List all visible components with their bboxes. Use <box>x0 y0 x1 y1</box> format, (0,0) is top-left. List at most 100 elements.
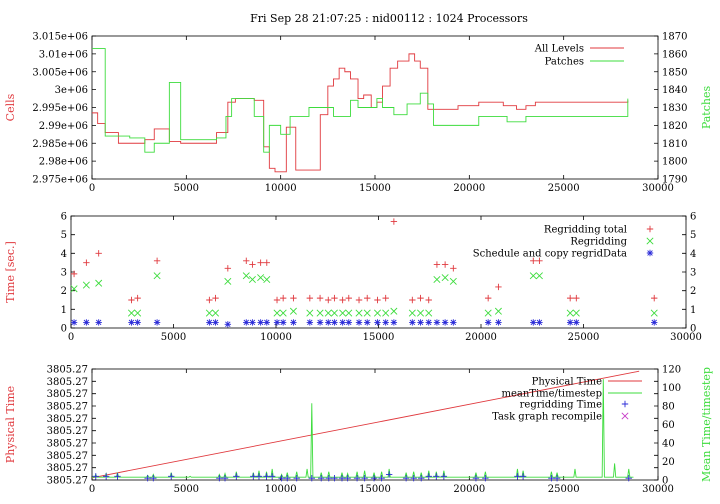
data-point <box>70 319 78 326</box>
legend-marker <box>646 225 654 233</box>
data-point <box>279 319 287 326</box>
data-point <box>382 294 389 302</box>
x-tick-label: 20000 <box>453 484 485 495</box>
data-point <box>279 294 287 302</box>
regrid-time-point <box>168 473 175 480</box>
y-tick-label: 3805.27 <box>47 463 88 474</box>
data-point <box>449 277 457 285</box>
data-point <box>212 294 219 302</box>
regrid-time-point <box>402 474 410 482</box>
data-point <box>417 294 424 302</box>
regrid-time-point <box>425 473 432 480</box>
legend-label: meanTime/timestep <box>501 389 602 400</box>
data-point <box>529 272 537 280</box>
data-point <box>306 294 314 302</box>
data-point <box>382 319 389 326</box>
data-point <box>70 285 78 293</box>
y-tick-label: 3805.27 <box>47 476 88 487</box>
y-tick-label: 1 <box>61 305 67 316</box>
data-point <box>316 294 324 302</box>
x-tick-label: 15000 <box>363 332 395 343</box>
data-point <box>153 319 161 326</box>
data-point <box>339 309 347 317</box>
data-point <box>95 319 102 326</box>
cells-patches-panel: 0 5000 10000 15000 20000 25000 30000 2.975e+06 2… <box>4 32 713 195</box>
y-tick-label: 3.005e+06 <box>32 67 88 78</box>
legend-marker <box>646 249 654 257</box>
data-point <box>425 319 432 326</box>
y-tick-label: 3805.27 <box>47 365 88 376</box>
data-point <box>325 296 332 304</box>
data-point <box>373 309 381 317</box>
data-point <box>306 309 314 317</box>
x-tick-label: 5000 <box>174 484 199 495</box>
y-tick-label: 3805.27 <box>47 426 88 437</box>
regrid-time-point <box>325 474 332 482</box>
y2-tick-label: 1 <box>690 305 696 316</box>
data-point <box>249 261 256 268</box>
y2-tick-label: 1800 <box>662 157 687 168</box>
data-point <box>355 296 363 304</box>
data-point <box>257 319 264 326</box>
x-tick-label: 0 <box>89 183 95 194</box>
data-point <box>242 272 250 280</box>
data-point <box>535 272 543 280</box>
data-point <box>279 309 287 317</box>
x-tick-label: 5000 <box>174 183 199 194</box>
data-point <box>263 275 271 283</box>
y2-tick-label: 20 <box>662 457 675 468</box>
data-point <box>573 319 580 326</box>
y-tick-label: 3 <box>61 268 67 279</box>
y2-tick-label: 120 <box>662 365 681 376</box>
y2-tick-label: 0 <box>690 324 696 335</box>
data-point <box>345 319 352 326</box>
regrid-time-point <box>514 473 521 480</box>
data-point <box>257 259 264 266</box>
data-point <box>364 294 371 302</box>
regrid-time-point <box>102 473 110 480</box>
data-point <box>289 307 297 315</box>
data-point <box>224 321 232 328</box>
x-tick-label: 10000 <box>265 484 297 495</box>
data-point <box>417 309 425 317</box>
data-point <box>572 309 580 317</box>
all-levels-line <box>92 53 629 173</box>
y-tick-label: 2.975e+06 <box>32 175 88 186</box>
regrid-time-point <box>548 474 555 482</box>
regrid-time-point <box>255 473 263 480</box>
y-tick-label: 3805.27 <box>47 451 88 462</box>
y-tick-label: 2.985e+06 <box>32 139 88 150</box>
data-point <box>263 259 270 266</box>
regrid-time-point <box>278 474 285 482</box>
data-point <box>83 319 90 326</box>
y2-tick-label: 1790 <box>662 175 687 186</box>
regrid-time-point <box>331 474 338 482</box>
y2-tick-label: 0 <box>662 476 668 487</box>
data-point <box>95 250 102 257</box>
y-axis-label: Cells <box>4 93 17 121</box>
y2-tick-label: 40 <box>662 439 675 450</box>
data-point <box>127 309 135 317</box>
x-tick-label: 30000 <box>670 332 702 343</box>
data-point <box>651 319 658 326</box>
data-point <box>409 319 416 326</box>
y2-tick-label: 80 <box>662 402 675 413</box>
y-tick-label: 6 <box>61 212 67 223</box>
x-tick-label: 30000 <box>642 484 674 495</box>
y-axis-label: Physical Time <box>4 386 17 463</box>
data-point <box>263 319 270 326</box>
data-point <box>374 296 381 304</box>
regrid-time-point <box>268 473 276 480</box>
data-point <box>316 319 324 326</box>
data-point <box>95 279 103 287</box>
legend-label: Patches <box>545 57 584 68</box>
data-point <box>409 296 416 304</box>
data-point <box>224 265 232 272</box>
y-tick-label: 3.015e+06 <box>32 32 88 43</box>
data-point <box>495 283 502 291</box>
data-point <box>249 319 256 326</box>
regrid-time-point <box>150 474 157 482</box>
data-point <box>243 319 250 326</box>
data-point <box>339 296 346 304</box>
data-point <box>530 319 537 326</box>
